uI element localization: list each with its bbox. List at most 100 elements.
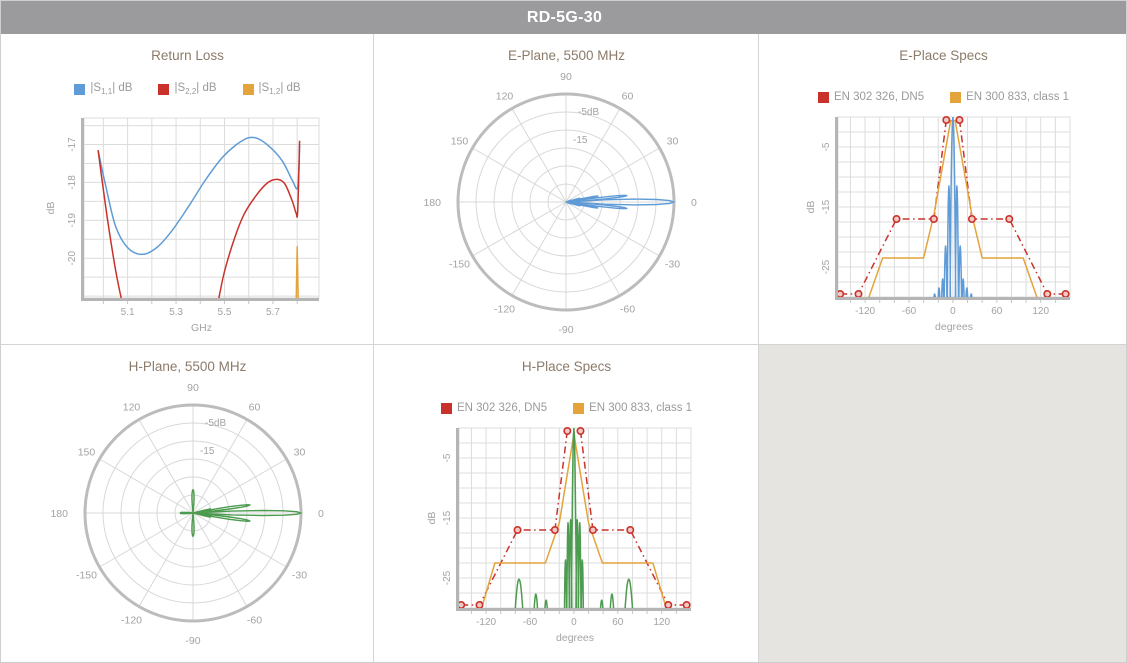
- panel-h-place-specs: H-Place Specs EN 302 326, DN5 EN 300 833,…: [374, 345, 759, 662]
- legend-swatch-orange: [242, 83, 254, 95]
- legend-item: |S2,2| dB: [158, 82, 217, 96]
- chart-title: E-Place Specs: [899, 48, 988, 63]
- legend: EN 302 326, DN5 EN 300 833, class 1: [374, 402, 759, 414]
- svg-text:dB: dB: [426, 512, 438, 525]
- legend-label: EN 302 326, DN5: [456, 402, 548, 414]
- e-plane-polar-plot: 0 30 60 90 120 150 180 -150 -120 -90 -60 -30 -5dB -15: [423, 72, 697, 336]
- e-place-specs-plot: -120 -60 0 60 120 -5 -15 -25 degrees dB: [805, 116, 1071, 333]
- legend-swatch-orange: [950, 91, 962, 103]
- legend-item: EN 302 326, DN5: [440, 402, 548, 414]
- svg-text:-20: -20: [67, 251, 78, 266]
- h-place-specs-plot: -120 -60 0 60 120 -5 -15 -25 degrees dB: [426, 427, 692, 644]
- panel-return-loss: Return Loss |S1,1| dB |S2,2| dB |S1,2| dB …: [1, 34, 374, 345]
- legend-swatch-red: [158, 83, 170, 95]
- legend-swatch-red: [440, 402, 452, 414]
- legend: |S1,1| dB |S2,2| dB |S1,2| dB: [1, 82, 374, 96]
- chart-title: H-Plane, 5500 MHz: [128, 359, 247, 374]
- svg-text:0: 0: [691, 197, 697, 209]
- svg-text:-60: -60: [523, 617, 538, 628]
- svg-text:-120: -120: [476, 617, 496, 628]
- svg-text:90: 90: [560, 72, 572, 83]
- svg-text:0: 0: [950, 306, 956, 317]
- svg-text:180: 180: [423, 197, 441, 209]
- svg-text:degrees: degrees: [556, 632, 594, 644]
- svg-text:-30: -30: [292, 570, 307, 582]
- svg-text:-25: -25: [821, 259, 832, 274]
- legend: EN 302 326, DN5 EN 300 833, class 1: [759, 91, 1126, 103]
- svg-text:-120: -120: [855, 306, 875, 317]
- svg-text:0: 0: [318, 508, 324, 520]
- svg-text:-90: -90: [185, 635, 200, 647]
- svg-text:-15: -15: [442, 510, 453, 525]
- svg-text:-15: -15: [821, 199, 832, 214]
- legend-label: |S1,2| dB: [258, 82, 301, 96]
- svg-text:-17: -17: [67, 137, 78, 152]
- svg-text:-60: -60: [620, 304, 635, 316]
- svg-text:30: 30: [667, 136, 679, 148]
- svg-text:-150: -150: [76, 570, 97, 582]
- svg-text:-15: -15: [573, 135, 588, 146]
- svg-text:-120: -120: [121, 615, 142, 627]
- empty-panel: [759, 345, 1126, 662]
- legend-label: EN 300 833, class 1: [589, 402, 693, 414]
- panel-h-plane: H-Plane, 5500 MHz 0 30 60 90 120 150 180 -150 -1…: [1, 345, 374, 662]
- svg-text:-60: -60: [247, 615, 262, 627]
- legend-swatch-red: [817, 91, 829, 103]
- svg-text:-150: -150: [449, 259, 470, 271]
- legend-swatch-blue: [74, 83, 86, 95]
- legend-label: EN 300 833, class 1: [966, 91, 1070, 103]
- svg-text:-5dB: -5dB: [578, 107, 599, 118]
- svg-text:-5: -5: [821, 142, 832, 151]
- chart-title: Return Loss: [151, 48, 224, 63]
- legend-item: |S1,1| dB: [74, 82, 132, 96]
- h-plane-polar-plot: 0 30 60 90 120 150 180 -150 -120 -90 -60 -30 -5dB -15: [50, 383, 324, 647]
- svg-text:-30: -30: [665, 259, 680, 271]
- legend-item: EN 300 833, class 1: [573, 402, 692, 414]
- svg-text:-19: -19: [67, 213, 78, 228]
- svg-text:120: 120: [1032, 306, 1049, 317]
- chart-grid: Return Loss |S1,1| dB |S2,2| dB |S1,2| dB …: [1, 34, 1126, 662]
- svg-text:180: 180: [50, 508, 68, 520]
- svg-text:-25: -25: [442, 570, 453, 585]
- svg-text:dB: dB: [805, 201, 817, 214]
- svg-text:-5: -5: [442, 453, 453, 462]
- panel-e-place-specs: E-Place Specs EN 302 326, DN5 EN 300 833,…: [759, 34, 1126, 345]
- svg-text:5.1: 5.1: [121, 307, 135, 318]
- svg-text:60: 60: [622, 90, 634, 102]
- chart-title: H-Place Specs: [521, 359, 612, 374]
- svg-text:5.5: 5.5: [218, 307, 232, 318]
- svg-text:0: 0: [571, 617, 577, 628]
- chart-title: E-Plane, 5500 MHz: [507, 48, 626, 63]
- svg-text:5.3: 5.3: [169, 307, 183, 318]
- svg-text:-90: -90: [558, 324, 573, 336]
- panel-e-plane: E-Plane, 5500 MHz 0 30 60 90 120 150 180 -150 -1…: [374, 34, 759, 345]
- legend-label: EN 302 326, DN5: [833, 91, 925, 103]
- legend-label: |S1,1| dB: [90, 82, 133, 96]
- svg-text:150: 150: [78, 447, 96, 459]
- svg-text:120: 120: [496, 90, 514, 102]
- svg-text:30: 30: [294, 447, 306, 459]
- return-loss-plot: 5.1 5.3 5.5 5.7 -17 -18 -19 -20 GHz dB: [45, 117, 320, 334]
- svg-text:GHz: GHz: [191, 322, 212, 334]
- svg-text:150: 150: [451, 136, 469, 148]
- svg-text:120: 120: [653, 617, 670, 628]
- svg-text:-120: -120: [494, 304, 515, 316]
- page-title: RD-5G-30: [526, 9, 603, 26]
- svg-text:60: 60: [249, 401, 261, 413]
- svg-text:-60: -60: [902, 306, 917, 317]
- svg-text:120: 120: [123, 401, 141, 413]
- legend-label: |S2,2| dB: [174, 82, 217, 96]
- legend-swatch-orange: [573, 402, 585, 414]
- svg-text:-15: -15: [200, 446, 215, 457]
- svg-text:-5dB: -5dB: [205, 418, 226, 429]
- svg-text:dB: dB: [45, 202, 57, 215]
- legend-item: EN 302 326, DN5: [817, 91, 925, 103]
- svg-text:degrees: degrees: [935, 321, 973, 333]
- svg-text:60: 60: [612, 617, 624, 628]
- legend-item: EN 300 833, class 1: [950, 91, 1069, 103]
- legend-item: |S1,2| dB: [242, 82, 301, 96]
- window-title-bar: RD-5G-30: [1, 1, 1126, 34]
- svg-text:60: 60: [991, 306, 1003, 317]
- svg-text:90: 90: [187, 383, 199, 394]
